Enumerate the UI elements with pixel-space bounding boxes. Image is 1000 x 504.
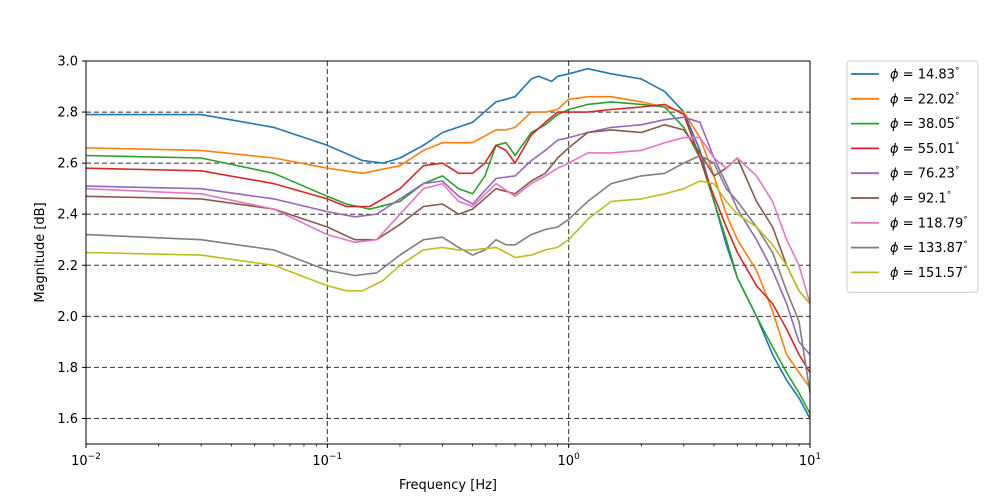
y-tick-label: 3.0 [57,55,78,70]
x-tick-label: 100 [558,452,581,469]
x-tick-label: 101 [799,452,821,469]
legend: ϕ = 14.83° ϕ = 22.02° ϕ = 38.05° ϕ = 55.01°… [846,60,979,293]
y-tick-label: 2.4 [57,208,78,223]
series-line-7 [86,136,810,304]
legend-label: ϕ = 118.79° [890,215,968,231]
legend-label: ϕ = 76.23° [890,166,959,182]
series-line-1 [86,67,810,419]
plot-area-frame [85,60,811,445]
y-tick-label: 2.0 [57,310,78,325]
y-tick-label: 1.8 [57,361,78,376]
series-line-5 [86,116,810,356]
series-line-3 [86,101,810,414]
x-tick-label: 10−2 [71,452,101,469]
legend-label: ϕ = 38.05° [890,116,959,132]
legend-label: ϕ = 22.02° [890,91,959,107]
series-line-9 [86,180,810,305]
series-lines [86,67,810,419]
x-tick-label: 10−1 [312,452,342,469]
x-axis-label: Frequency [Hz] [399,478,497,493]
y-tick-label: 2.6 [57,157,78,172]
y-tick-label: 2.2 [57,259,78,274]
legend-label: ϕ = 14.83° [890,67,959,83]
axis-ticks: 10−2 10−1 100 101 1.6 1.8 2.0 2.2 2.4 2.6 2.8 3.0 [57,55,821,470]
grid-lines [86,61,810,444]
legend-label: ϕ = 92.1° [890,191,951,207]
series-line-4 [86,103,810,373]
legend-box [846,60,979,293]
series-line-2 [86,95,810,389]
y-axis-label: Magnitude [dB] [33,202,48,302]
legend-label: ϕ = 133.87° [890,240,968,256]
legend-label: ϕ = 151.57° [890,265,968,281]
series-line-8 [86,154,810,394]
y-tick-label: 2.8 [57,106,78,121]
y-tick-label: 1.6 [57,412,78,427]
legend-label: ϕ = 55.01° [890,141,959,157]
